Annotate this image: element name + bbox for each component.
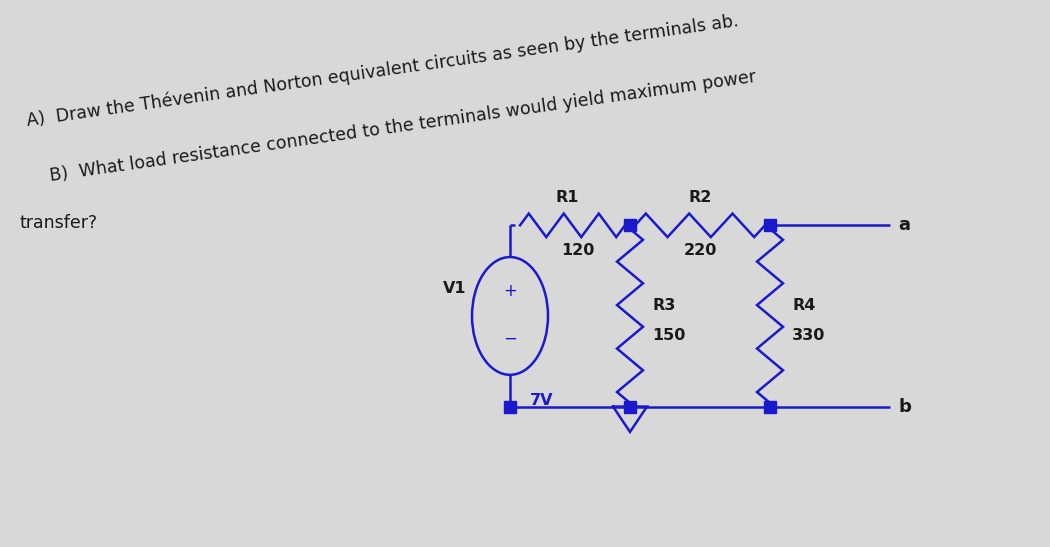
Text: 150: 150	[652, 328, 686, 344]
Text: B)  What load resistance connected to the terminals would yield maximum power: B) What load resistance connected to the…	[48, 67, 757, 184]
Text: V1: V1	[443, 281, 467, 296]
Text: transfer?: transfer?	[20, 214, 98, 232]
Text: 330: 330	[792, 328, 825, 344]
Text: 120: 120	[561, 243, 594, 258]
Text: a: a	[898, 216, 910, 234]
Text: R1: R1	[555, 190, 580, 205]
Text: R2: R2	[689, 190, 712, 205]
Text: R4: R4	[792, 298, 816, 312]
Text: −: −	[503, 330, 517, 347]
Text: A)  Draw the Thévenin and Norton equivalent circuits as seen by the terminals ab: A) Draw the Thévenin and Norton equivale…	[25, 12, 739, 130]
Text: R3: R3	[652, 298, 675, 312]
Text: +: +	[503, 282, 517, 300]
Text: 220: 220	[684, 243, 717, 258]
Text: b: b	[898, 398, 911, 416]
Text: 7V: 7V	[530, 393, 553, 408]
